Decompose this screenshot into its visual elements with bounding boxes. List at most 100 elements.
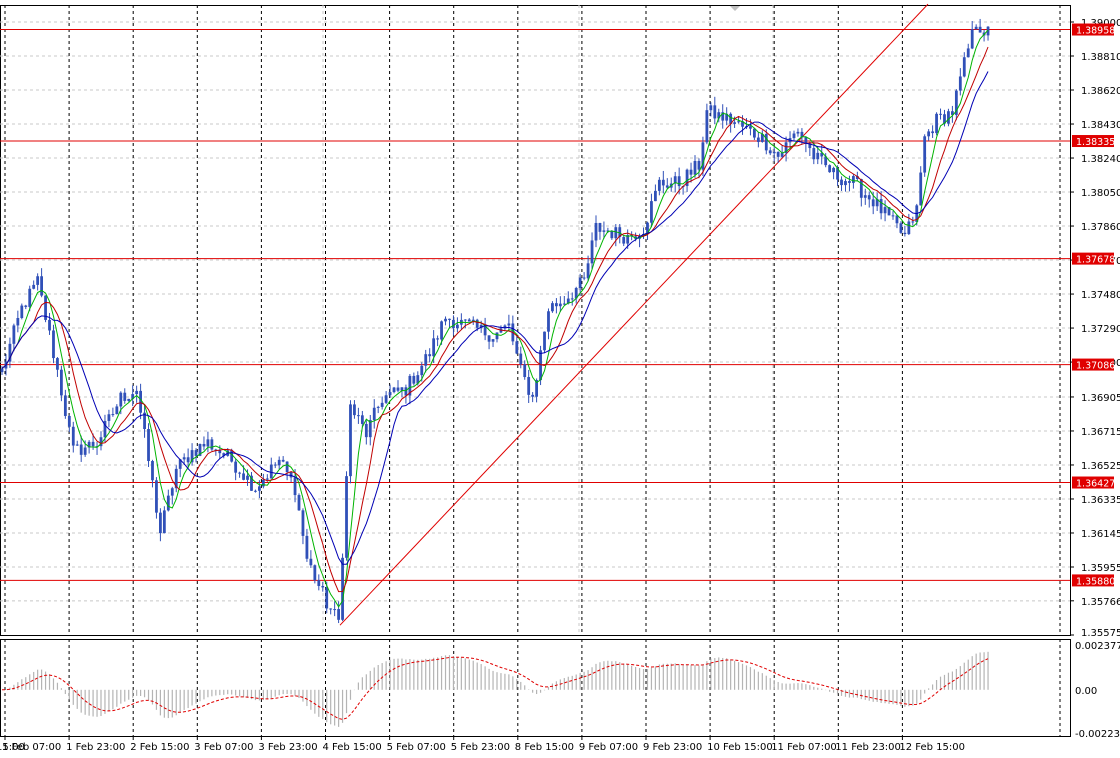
indicator-axis: 0.002377 0.00 -0.002239 — [1075, 641, 1120, 740]
level-price-label: 1.35880 — [1076, 576, 1115, 587]
candle-body — [705, 110, 709, 143]
candle-body — [151, 461, 154, 481]
time-tick-label: 1 Feb 07:00 — [2, 742, 61, 753]
indicator-subwindow[interactable] — [0, 639, 1071, 737]
candle-body — [523, 364, 527, 378]
trendline[interactable] — [339, 3, 929, 626]
candle-body — [44, 295, 47, 320]
candle-body — [52, 330, 55, 359]
candle-body — [293, 477, 297, 496]
price-tick-label: 1.35955 — [1081, 563, 1120, 574]
candle-body — [424, 354, 428, 366]
candle-body — [903, 232, 907, 235]
level-price-label: 1.36427 — [1076, 479, 1115, 490]
candle-body — [562, 303, 566, 305]
candle-body — [143, 412, 146, 430]
candle-body — [943, 114, 946, 124]
candle-body — [79, 444, 83, 455]
candle-body — [83, 447, 87, 455]
candle-body — [380, 402, 384, 407]
candle-body — [60, 369, 63, 396]
candle-body — [178, 459, 182, 469]
candle-body — [657, 179, 661, 191]
candle-body — [594, 222, 598, 241]
level-price-tag — [1072, 358, 1114, 371]
candle-body — [357, 415, 360, 417]
candle-body — [602, 230, 606, 232]
candle-body — [836, 167, 839, 180]
candle-body — [155, 480, 158, 513]
candle-body — [297, 495, 301, 511]
candle-body — [392, 387, 396, 393]
indicator-signal-line — [1, 656, 989, 720]
horizontal-levels[interactable] — [0, 29, 1070, 581]
candle-body — [610, 231, 614, 239]
candle-body — [170, 488, 174, 496]
candle-body — [305, 535, 309, 559]
candles — [0, 18, 990, 624]
candle-body — [432, 338, 436, 357]
candle-body — [87, 441, 91, 448]
candle-body — [254, 490, 257, 492]
candle-body — [756, 137, 760, 142]
candle-body — [400, 387, 404, 391]
candle-body — [56, 358, 59, 370]
level-price-tag — [1072, 23, 1114, 36]
candle-body — [852, 176, 855, 183]
candle-body — [8, 343, 12, 362]
candle-body — [67, 415, 71, 427]
candle-body — [650, 201, 653, 223]
time-tick-label: 11 Feb 07:00 — [771, 742, 837, 753]
candle-body — [867, 195, 871, 200]
candle-body — [665, 185, 669, 188]
candle-body — [796, 131, 800, 134]
candle-body — [162, 510, 166, 534]
candle-body — [848, 181, 851, 183]
candle-body — [273, 464, 277, 466]
candle-body — [325, 587, 329, 609]
candle-body — [206, 439, 210, 447]
candle-body — [646, 222, 649, 234]
candle-body — [333, 609, 337, 611]
candle-body — [749, 126, 752, 129]
candle-body — [895, 215, 899, 224]
candle-body — [974, 26, 978, 30]
candle-body — [452, 319, 455, 329]
trendline-segment[interactable] — [339, 3, 929, 626]
candle-body — [566, 298, 570, 304]
candle-body — [539, 350, 542, 381]
candle-body — [428, 354, 432, 357]
price-tick-label: 1.36525 — [1081, 461, 1120, 472]
candle-body — [36, 276, 40, 285]
candle-body — [760, 133, 764, 142]
time-tick-label: 15:00 — [0, 742, 25, 753]
level-price-tag — [1072, 476, 1114, 489]
candle-body — [448, 318, 451, 320]
candle-body — [725, 113, 729, 121]
candle-body — [111, 414, 115, 416]
scroll-marker-icon[interactable] — [730, 6, 740, 11]
candle-body — [891, 215, 895, 217]
candle-body — [376, 406, 380, 408]
candle-body — [99, 437, 103, 447]
candle-body — [697, 160, 701, 170]
candle-body — [103, 420, 107, 438]
main-plot-area[interactable] — [0, 3, 1071, 636]
candle-body — [832, 167, 835, 173]
candle-body — [139, 390, 142, 413]
candle-body — [416, 375, 420, 384]
candle-body — [186, 457, 190, 463]
indicator-series — [1, 651, 989, 727]
candle-body — [115, 406, 119, 415]
candle-body — [32, 284, 36, 289]
candle-body — [958, 76, 962, 91]
candle-body — [812, 148, 816, 160]
candle-body — [230, 450, 234, 462]
time-tick-label: 10 Feb 15:00 — [707, 742, 773, 753]
candle-body — [626, 235, 630, 244]
candle-body — [951, 111, 954, 115]
candle-body — [479, 324, 483, 328]
candle-body — [467, 319, 471, 322]
candle-body — [780, 153, 784, 157]
